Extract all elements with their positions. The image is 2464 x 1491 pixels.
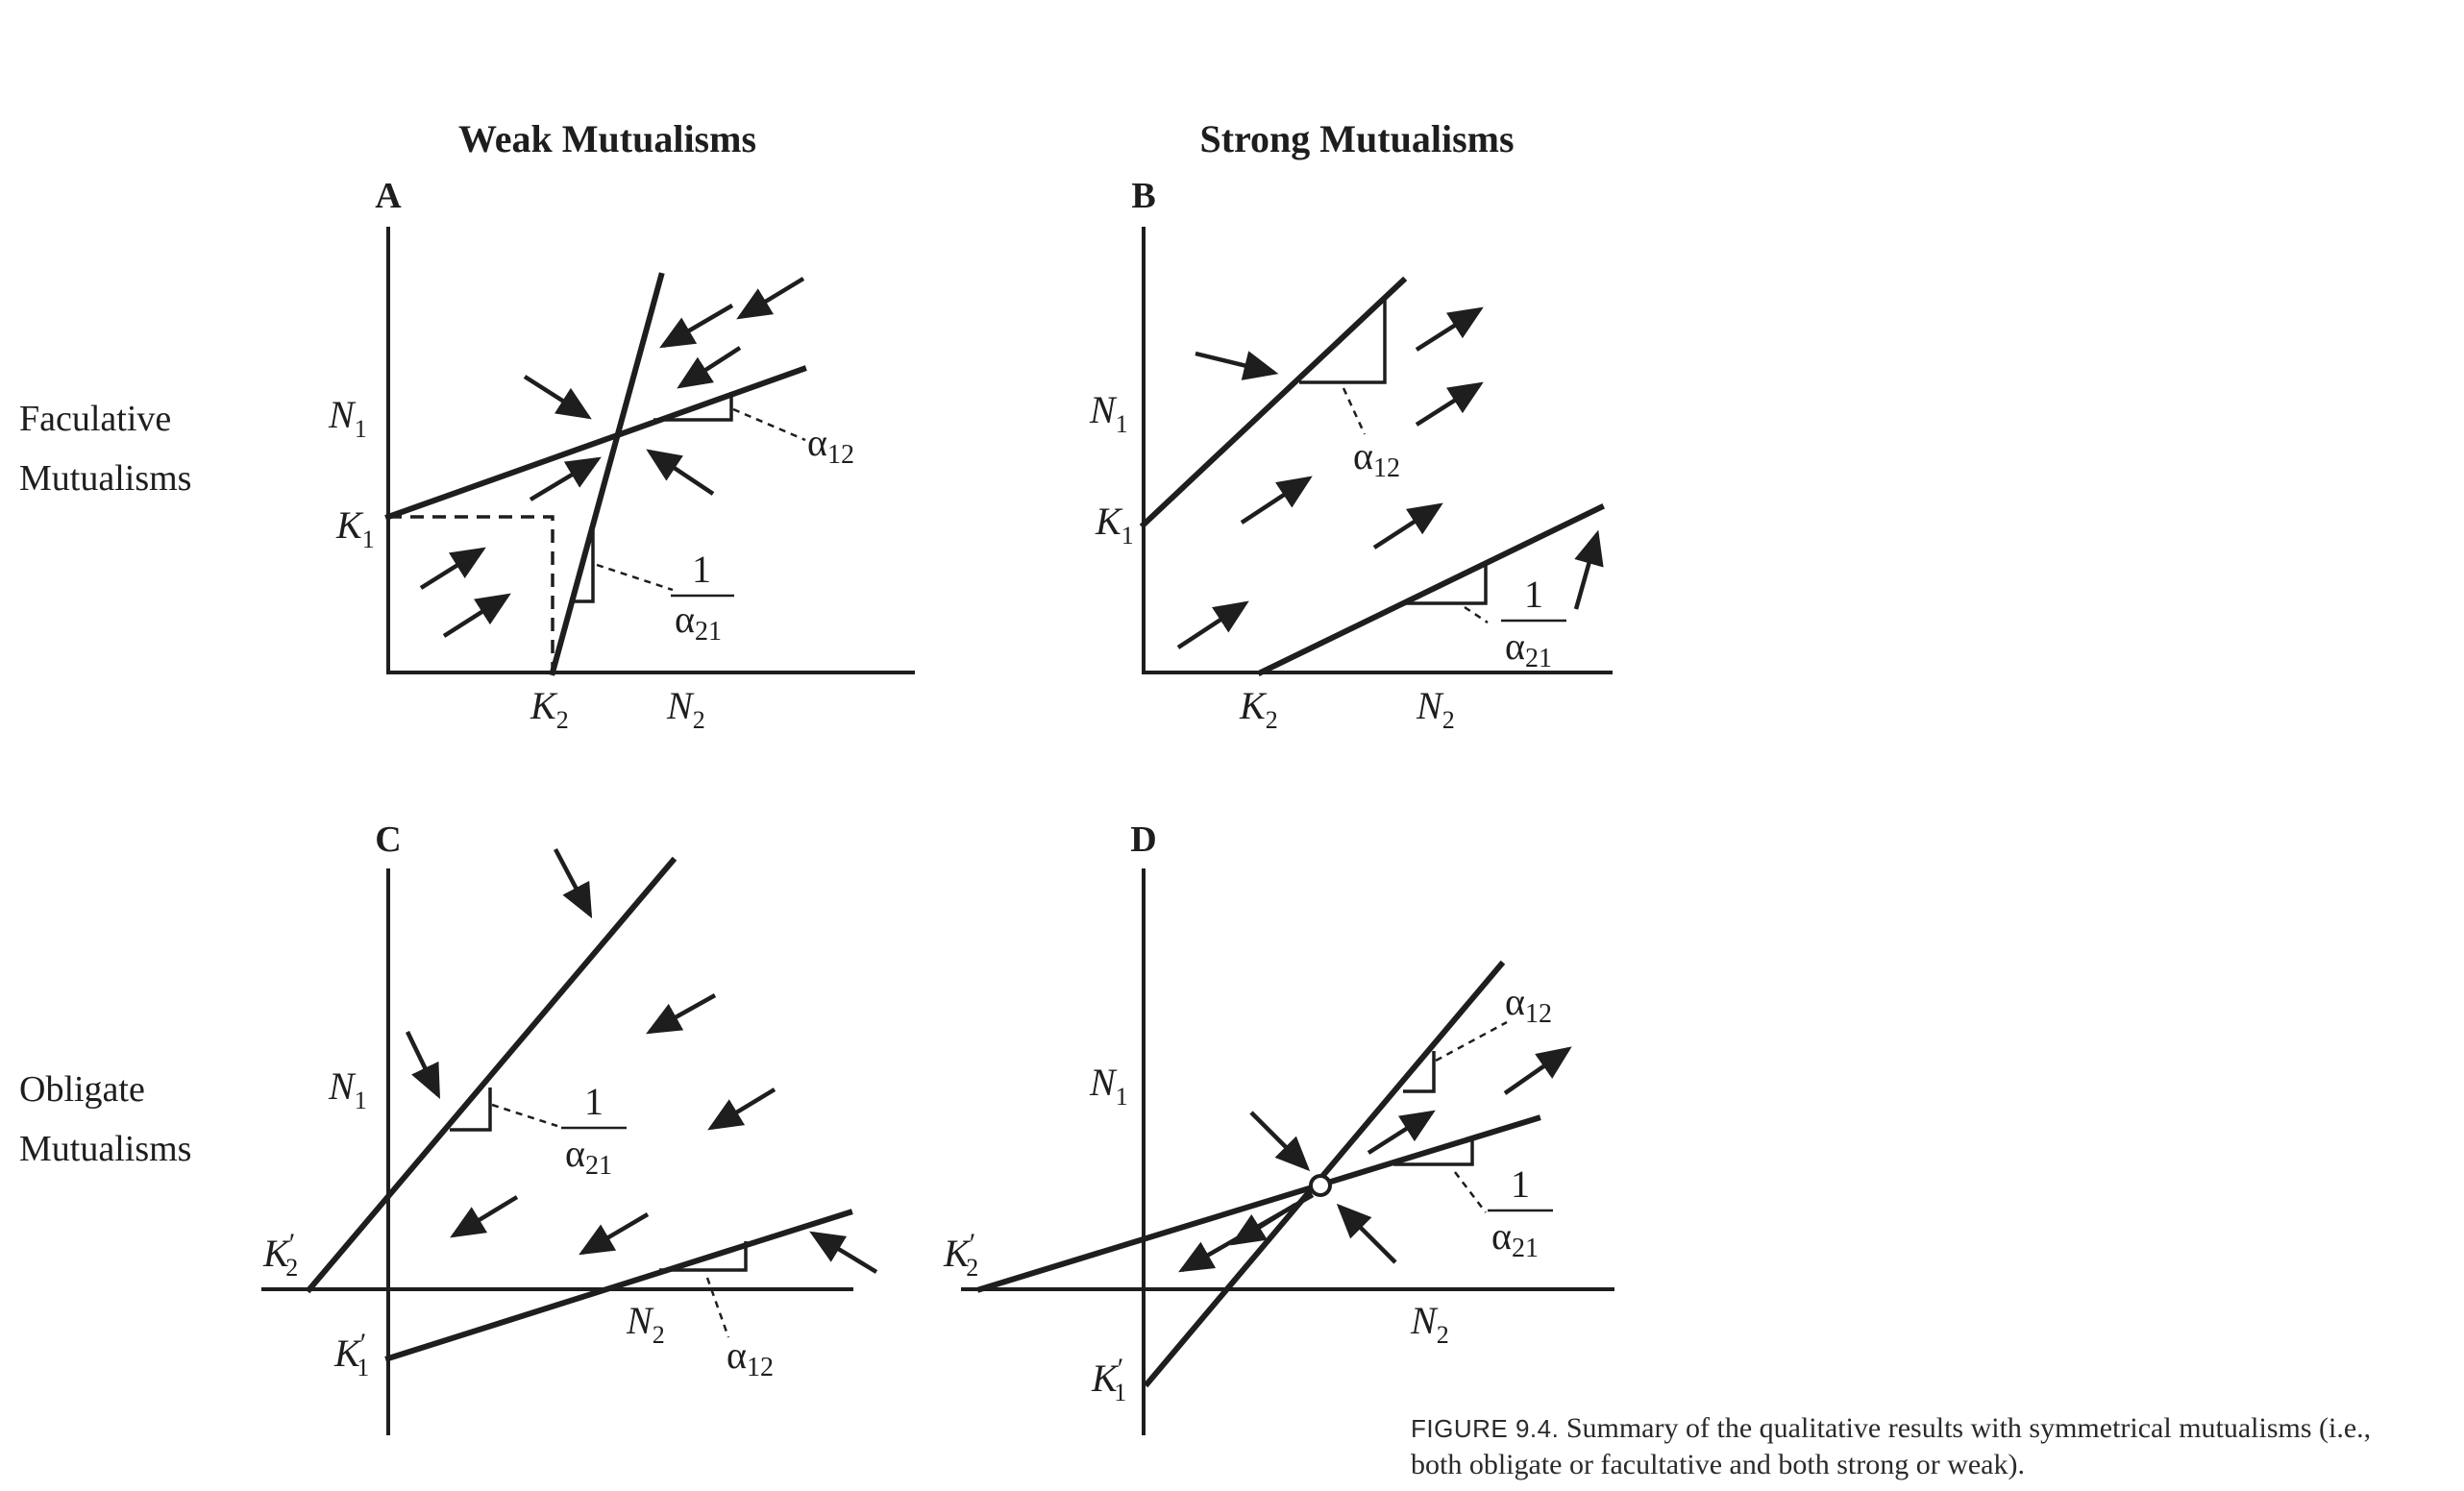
panel-a-n2-label: N2 [666,684,705,734]
column-header-strong: Strong Mutualisms [1199,117,1514,160]
panel-b-leader-21 [1464,605,1489,624]
panel-c-arrows [405,847,878,1274]
panel-c-slope-triangle-21 [450,1088,492,1132]
panel-c-isocline-n2 [384,1209,853,1362]
panel-a-isocline-n1 [384,365,807,521]
panel-c-isocline-n1 [305,856,678,1294]
panel-b-isocline-n2 [1256,502,1606,677]
panel-d-isocline-n1 [976,1114,1541,1293]
panel-d-n1-label: N1 [1089,1061,1128,1111]
panel-a-k1-label: K1 [335,503,375,553]
panel-d-slope-triangle-21 [1393,1139,1474,1166]
panel-c-k1prime-label: K′ 1 [333,1328,369,1381]
figure-caption: FIGURE 9.4. Summary of the qualitative r… [1411,1410,2458,1483]
panel-b-alpha12: α12 [1353,434,1400,483]
panel-c-frac-num: 1 [584,1080,604,1123]
row-label-obligate: Obligate [19,1069,145,1110]
panel-d: D N1 K′ 2 K′ 1 N2 α12 1 α21 [943,819,1614,1435]
panel-c-n2-label: N2 [626,1299,665,1349]
panel-d-k1prime-label: K′ 1 [1091,1353,1126,1406]
panel-b-slope-triangle-12 [1299,300,1387,384]
panel-c: C N1 K′ 2 K′ 1 N2 1 α21 α12 [261,819,878,1435]
panel-a-k2-label: K2 [530,684,569,734]
panel-b-frac-num: 1 [1524,573,1543,616]
panel-b-isocline-n1 [1139,276,1408,529]
panel-c-frac-den: α21 [565,1132,612,1181]
panel-b-arrows [1176,306,1604,649]
panel-a-axes [386,227,915,674]
panel-b-k1-label: K1 [1095,500,1134,550]
panel-c-leader-21 [491,1103,558,1128]
row-label-obligate-2: Mutualisms [19,1129,191,1169]
panel-b-n2-label: N2 [1416,684,1455,734]
panel-b-frac-den: α21 [1505,624,1552,673]
panel-a-slope-triangle-12 [653,392,733,422]
panel-b-leader-12 [1342,387,1367,435]
panel-c-alpha12: α12 [727,1333,774,1382]
panel-b-slope-triangle-21 [1405,563,1488,605]
panel-c-k2prime-label: K′ 2 [262,1228,298,1282]
panel-label-b: B [1131,176,1155,216]
column-header-weak: Weak Mutualisms [458,117,756,160]
panel-a-frac-num: 1 [692,548,711,591]
panel-b: B N1 K1 K2 N2 α12 1 α21 [1089,176,1613,734]
panel-a-alpha12: α12 [807,421,854,470]
panel-label-c: C [375,819,401,860]
panel-d-alpha12: α12 [1505,980,1552,1029]
row-label-faculative: Faculative [19,399,171,439]
figure-caption-line1: Summary of the qualitative results with … [1565,1412,2372,1444]
panel-d-leader-21 [1454,1171,1487,1213]
panel-d-frac-den: α21 [1491,1214,1539,1263]
panel-d-arrows [1178,1046,1572,1273]
panel-a-arrows [419,277,805,638]
panel-c-slope-triangle-12 [659,1241,748,1272]
panel-c-n1-label: N1 [328,1064,367,1114]
panel-a-slope-triangle-21 [573,528,595,603]
panel-d-equilibrium-point [1309,1174,1332,1197]
panel-b-axes [1142,227,1613,674]
panel-label-d: D [1130,819,1156,860]
panel-d-leader-12 [1435,1020,1508,1063]
panel-a-isocline-n2 [549,272,665,676]
panel-b-n1-label: N1 [1089,388,1128,438]
panel-a-equilibrium-guides [388,515,554,672]
panel-d-k2prime-label: K′ 2 [943,1228,978,1282]
row-label-faculative-2: Mutualisms [19,458,191,499]
panel-a: A N1 K1 K2 N2 α12 1 α21 [328,176,915,734]
panel-d-slope-triangle-12 [1403,1051,1436,1093]
panel-a-leader-12 [732,407,806,442]
panel-b-k2-label: K2 [1239,684,1278,734]
panel-d-isocline-n2 [1143,960,1506,1388]
panel-a-leader-21 [596,563,674,592]
panel-d-axes [961,868,1614,1435]
panel-d-n2-label: N2 [1410,1299,1449,1349]
panel-a-frac-den: α21 [675,598,722,647]
panel-d-frac-num: 1 [1511,1162,1530,1206]
panel-a-n1-label: N1 [328,393,367,443]
panel-c-axes [261,868,853,1435]
figure-caption-label: FIGURE 9.4. [1411,1414,1560,1443]
figure-caption-line2: both obligate or facultative and both st… [1411,1449,2025,1480]
panel-label-a: A [375,176,402,216]
panel-c-leader-12 [705,1277,730,1338]
